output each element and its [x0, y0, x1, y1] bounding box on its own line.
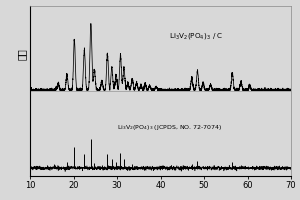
Text: 强度: 强度	[16, 48, 26, 60]
Text: Li$_3$V$_2$(PO$_4$)$_3$ (JCPDS, NO. 72-7074): Li$_3$V$_2$(PO$_4$)$_3$ (JCPDS, NO. 72-7…	[117, 123, 223, 132]
Text: Li$_3$V$_2$(PO$_4$)$_3$ / C: Li$_3$V$_2$(PO$_4$)$_3$ / C	[169, 31, 224, 41]
